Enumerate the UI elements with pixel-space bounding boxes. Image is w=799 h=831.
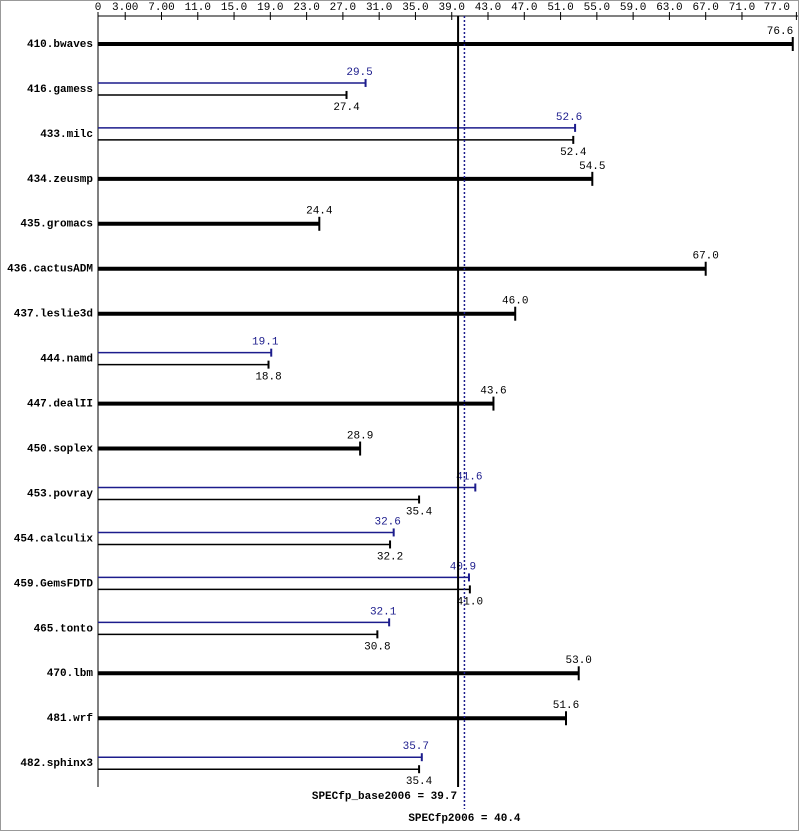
peak-value-label: 32.6 [374, 516, 400, 528]
base-value-label: 35.4 [406, 776, 433, 788]
x-tick-label: 11.0 [185, 2, 211, 14]
value-label: 46.0 [502, 296, 528, 308]
base-value-label: 52.4 [560, 147, 587, 159]
base-value-label: 32.2 [377, 551, 403, 563]
x-tick-label: 51.0 [547, 2, 573, 14]
category-label: 436.cactusADM [7, 264, 93, 276]
category-label: 435.gromacs [20, 219, 93, 231]
peak-value-label: 40.9 [450, 561, 476, 573]
x-tick-label: 59.0 [620, 2, 646, 14]
category-label: 482.sphinx3 [20, 758, 93, 770]
category-label: 437.leslie3d [14, 309, 93, 321]
value-label: 67.0 [692, 251, 718, 263]
peak-value-label: 29.5 [346, 67, 372, 79]
category-label: 434.zeusmp [27, 174, 93, 186]
base-value-label: 30.8 [364, 641, 390, 653]
x-tick-label: 27.0 [330, 2, 356, 14]
x-tick-label: 0 [95, 2, 102, 14]
peak-value-label: 32.1 [370, 606, 397, 618]
x-tick-label: 23.0 [293, 2, 319, 14]
x-tick-label: 3.00 [112, 2, 138, 14]
x-tick-label: 67.0 [692, 2, 718, 14]
category-label: 433.milc [40, 129, 93, 141]
category-label: 410.bwaves [27, 39, 93, 51]
base-value-label: 27.4 [333, 102, 360, 114]
category-label: 465.tonto [34, 623, 94, 635]
peak-value-label: 19.1 [252, 337, 279, 349]
peak-value-label: 41.6 [456, 471, 482, 483]
category-label: 470.lbm [47, 668, 94, 680]
x-tick-label: 7.00 [148, 2, 174, 14]
value-label: 54.5 [579, 161, 605, 173]
x-tick-label: 31.0 [366, 2, 392, 14]
value-label: 51.6 [553, 700, 579, 712]
x-tick-label: 77.0 [764, 2, 790, 14]
x-tick-label: 43.0 [475, 2, 501, 14]
value-label: 43.6 [480, 386, 506, 398]
reference-label: SPECfp_base2006 = 39.7 [312, 791, 457, 803]
value-label: 53.0 [566, 655, 592, 667]
value-label: 76.6 [767, 26, 793, 38]
x-tick-label: 71.0 [729, 2, 755, 14]
base-value-label: 41.0 [457, 596, 483, 608]
x-tick-label: 55.0 [584, 2, 610, 14]
category-label: 444.namd [40, 354, 93, 366]
x-tick-label: 47.0 [511, 2, 537, 14]
base-value-label: 35.4 [406, 506, 433, 518]
category-label: 481.wrf [47, 713, 94, 725]
category-label: 459.GemsFDTD [14, 578, 94, 590]
value-label: 24.4 [306, 206, 333, 218]
category-label: 453.povray [27, 488, 93, 500]
category-label: 447.dealII [27, 399, 93, 411]
reference-label: SPECfp2006 = 40.4 [408, 813, 521, 825]
value-label: 28.9 [347, 430, 373, 442]
x-tick-label: 39.0 [439, 2, 465, 14]
base-value-label: 18.8 [255, 372, 281, 384]
x-tick-label: 15.0 [221, 2, 247, 14]
x-tick-label: 63.0 [656, 2, 682, 14]
peak-value-label: 35.7 [403, 741, 429, 753]
category-label: 416.gamess [27, 84, 93, 96]
x-tick-label: 19.0 [257, 2, 283, 14]
peak-value-label: 52.6 [556, 112, 582, 124]
category-label: 454.calculix [14, 533, 94, 545]
x-tick-label: 35.0 [402, 2, 428, 14]
category-label: 450.soplex [27, 443, 93, 455]
